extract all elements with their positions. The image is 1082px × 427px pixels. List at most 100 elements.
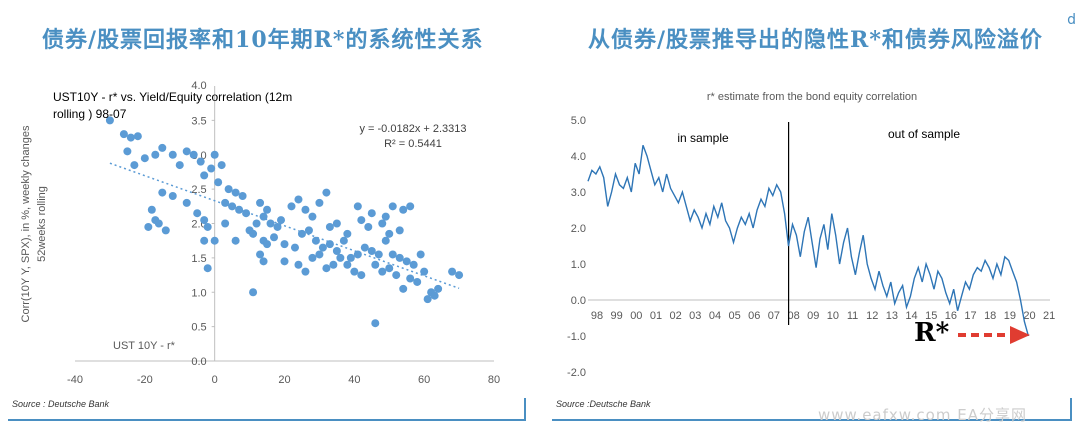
scatter-point bbox=[158, 188, 167, 197]
scatter-point bbox=[119, 130, 128, 139]
scatter-point bbox=[297, 229, 306, 238]
scatter-point bbox=[399, 284, 408, 293]
line-x-tick-label: 06 bbox=[748, 310, 760, 322]
scatter-point bbox=[402, 257, 411, 266]
scatter-point bbox=[455, 271, 464, 280]
scatter-point bbox=[105, 116, 114, 125]
scatter-point bbox=[144, 222, 153, 231]
scatter-point bbox=[301, 205, 310, 214]
line-x-tick-label: 16 bbox=[945, 310, 957, 322]
line-x-tick-label: 14 bbox=[905, 310, 917, 322]
scatter-point bbox=[175, 161, 184, 170]
scatter-point bbox=[353, 250, 362, 259]
line-x-tick-label: 01 bbox=[650, 310, 662, 322]
left-divider-tick bbox=[524, 398, 526, 421]
scatter-point bbox=[343, 229, 352, 238]
scatter-point bbox=[318, 243, 327, 252]
scatter-point bbox=[182, 147, 191, 156]
scatter-point bbox=[161, 226, 170, 235]
scatter-point bbox=[367, 247, 376, 255]
scatter-point bbox=[378, 219, 387, 228]
scatter-point bbox=[304, 226, 313, 235]
scatter-point bbox=[123, 147, 132, 156]
scatter-point bbox=[311, 236, 320, 245]
line-x-tick-label: 09 bbox=[807, 310, 819, 322]
scatter-point bbox=[200, 216, 209, 225]
scatter-point bbox=[395, 253, 404, 262]
scatter-point bbox=[339, 236, 348, 245]
scatter-r-squared: R² = 0.5441 bbox=[384, 138, 442, 150]
scatter-point bbox=[385, 229, 394, 238]
scatter-point bbox=[249, 229, 258, 238]
scatter-point bbox=[231, 236, 240, 245]
scatter-point bbox=[200, 236, 209, 245]
scatter-point bbox=[388, 202, 397, 211]
line-x-tick-label: 02 bbox=[670, 310, 682, 322]
scatter-point bbox=[434, 284, 443, 293]
in-sample-label: in sample bbox=[677, 131, 729, 145]
scatter-point bbox=[448, 267, 457, 276]
scatter-point bbox=[406, 202, 415, 211]
scatter-point bbox=[392, 271, 401, 280]
scatter-point bbox=[381, 236, 390, 245]
scatter-point bbox=[224, 185, 233, 194]
line-x-tick-label: 17 bbox=[964, 310, 976, 322]
scatter-point bbox=[210, 236, 219, 245]
scatter-point bbox=[182, 198, 191, 207]
scatter-point bbox=[256, 250, 265, 259]
scatter-point bbox=[242, 209, 251, 218]
scatter-point bbox=[273, 222, 282, 231]
left-chart-heading: 债券/股票回报率和10年期R*的系统性关系 bbox=[42, 27, 484, 53]
scatter-point bbox=[332, 247, 341, 255]
scatter-x-axis-label: UST 10Y - r* bbox=[113, 340, 176, 352]
scatter-point bbox=[168, 150, 177, 159]
line-x-tick-label: 11 bbox=[847, 310, 858, 322]
scatter-point bbox=[367, 209, 376, 218]
scatter-point bbox=[228, 202, 237, 211]
scatter-point bbox=[203, 222, 212, 231]
scatter-title-line-1: UST10Y - r* vs. Yield/Equity correlation… bbox=[53, 90, 292, 104]
scatter-point bbox=[221, 198, 230, 207]
scatter-point bbox=[308, 253, 317, 262]
line-y-tick-label: 0.0 bbox=[571, 295, 586, 307]
scatter-point bbox=[395, 226, 404, 235]
scatter-point bbox=[378, 267, 387, 276]
rstar-arrow-head bbox=[1010, 326, 1030, 344]
line-x-tick-label: 21 bbox=[1043, 310, 1055, 322]
scatter-x-tick-label: 20 bbox=[278, 374, 290, 386]
line-chart-title: r* estimate from the bond equity correla… bbox=[707, 91, 917, 103]
line-x-tick-label: 20 bbox=[1023, 310, 1035, 322]
scatter-point bbox=[203, 264, 212, 273]
line-y-tick-label: -1.0 bbox=[567, 331, 586, 343]
scatter-y-top-label: 4.0 bbox=[191, 80, 206, 92]
line-x-tick-label: 15 bbox=[925, 310, 937, 322]
scatter-point bbox=[277, 216, 286, 225]
right-source-note: Source :Deutsche Bank bbox=[556, 399, 651, 409]
scatter-point bbox=[151, 150, 160, 159]
line-y-tick-label: 2.0 bbox=[571, 223, 586, 235]
corner-mark: d bbox=[1067, 12, 1076, 28]
line-x-tick-label: 98 bbox=[591, 310, 603, 322]
r-star-series-line bbox=[587, 144, 1030, 337]
scatter-point bbox=[256, 198, 265, 207]
scatter-point bbox=[301, 267, 310, 276]
scatter-point bbox=[322, 188, 331, 197]
line-x-tick-label: 18 bbox=[984, 310, 996, 322]
scatter-point bbox=[140, 154, 149, 163]
scatter-x-tick-label: 60 bbox=[418, 374, 430, 386]
scatter-point bbox=[259, 212, 268, 221]
scatter-point bbox=[290, 243, 299, 252]
scatter-point bbox=[346, 253, 355, 262]
line-x-tick-label: 07 bbox=[768, 310, 780, 322]
scatter-point bbox=[158, 143, 167, 152]
scatter-x-tick-label: 40 bbox=[348, 374, 360, 386]
scatter-point bbox=[343, 260, 352, 269]
scatter-point bbox=[196, 157, 205, 166]
line-x-tick-label: 13 bbox=[886, 310, 898, 322]
scatter-point bbox=[168, 192, 177, 200]
scatter-point bbox=[231, 188, 240, 197]
scatter-point bbox=[416, 250, 425, 259]
scatter-point bbox=[350, 267, 359, 276]
scatter-point bbox=[357, 271, 366, 280]
